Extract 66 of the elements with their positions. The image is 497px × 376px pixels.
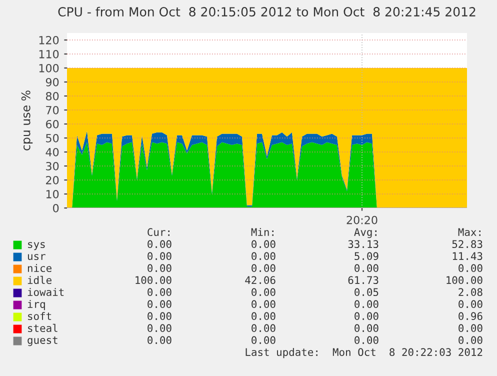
text: 0.00 bbox=[354, 324, 378, 332]
text: 0.00 bbox=[458, 336, 482, 344]
text: 52.83 bbox=[452, 240, 482, 248]
text: 0.00 bbox=[354, 312, 378, 320]
text: Last update: Mon Oct 8 20:22:03 2012 bbox=[246, 348, 482, 358]
text: 2.08 bbox=[458, 288, 482, 296]
legend-label: nice bbox=[28, 264, 52, 272]
text: 0.00 bbox=[148, 336, 172, 344]
text: 0.00 bbox=[148, 264, 172, 272]
text: Min: bbox=[251, 228, 274, 236]
y-axis-title: cpu use % bbox=[21, 90, 33, 150]
text: 0.00 bbox=[252, 252, 276, 260]
legend-label: steal bbox=[28, 324, 58, 332]
text: 0.00 bbox=[354, 300, 378, 308]
text: 0.00 bbox=[458, 264, 482, 272]
text: 11.43 bbox=[452, 252, 482, 260]
y-tick-label: 70 bbox=[46, 106, 59, 114]
chart-title: CPU - from Mon Oct 8 20:15:05 2012 to Mon Oct 8 20:21:45 2012 bbox=[58, 6, 476, 17]
text: 0.00 bbox=[252, 288, 276, 296]
legend-label: guest bbox=[28, 336, 58, 346]
legend-label: iowait bbox=[28, 288, 64, 296]
text: 0.00 bbox=[252, 312, 276, 320]
y-tick-label: 100 bbox=[39, 64, 59, 72]
y-tick-label: 20 bbox=[46, 176, 59, 184]
text: 0.00 bbox=[354, 336, 378, 344]
y-tick-label: 10 bbox=[46, 190, 59, 198]
y-tick-label: 0 bbox=[53, 204, 59, 212]
text: 0.00 bbox=[252, 300, 276, 308]
text: 0.05 bbox=[354, 288, 378, 296]
y-tick-label: 60 bbox=[46, 120, 59, 128]
text: 0.00 bbox=[148, 252, 172, 260]
text: 0.00 bbox=[252, 336, 276, 344]
legend-label: usr bbox=[28, 254, 46, 260]
text: 5.09 bbox=[354, 252, 378, 260]
text: 0.00 bbox=[148, 324, 172, 332]
text: 0.00 bbox=[354, 264, 378, 272]
y-tick-label: 110 bbox=[39, 50, 59, 58]
text: Avg: bbox=[354, 228, 376, 238]
text: 0.00 bbox=[148, 288, 172, 296]
y-tick-label: 120 bbox=[39, 36, 59, 44]
text: 0.00 bbox=[458, 324, 482, 332]
y-tick-label: 90 bbox=[46, 78, 59, 86]
y-tick-label: 40 bbox=[46, 148, 59, 156]
legend-label: idle bbox=[28, 276, 52, 284]
y-tick-label: 80 bbox=[46, 92, 59, 100]
text: 0.00 bbox=[148, 312, 172, 320]
text: 0.00 bbox=[148, 240, 172, 248]
text: 0.00 bbox=[458, 300, 482, 308]
y-tick-label: 50 bbox=[46, 134, 59, 142]
legend-label: irq bbox=[28, 300, 45, 310]
text: 0.00 bbox=[148, 300, 172, 308]
text: Max: bbox=[458, 228, 480, 236]
legend-label: sys bbox=[28, 242, 45, 250]
legend-label: soft bbox=[28, 312, 52, 320]
text: 100.00 bbox=[136, 276, 172, 284]
text: 0.96 bbox=[458, 312, 482, 320]
text: 0.00 bbox=[252, 240, 276, 248]
text: 0.00 bbox=[252, 264, 276, 272]
text: 0.00 bbox=[252, 324, 276, 332]
text: 42.06 bbox=[245, 276, 276, 284]
x-tick-label: 20:20 bbox=[346, 216, 378, 224]
text: 100.00 bbox=[446, 276, 482, 284]
text: 61.73 bbox=[348, 276, 378, 284]
text: 33.13 bbox=[348, 240, 378, 248]
text: Cur: bbox=[148, 228, 170, 236]
y-tick-label: 30 bbox=[46, 162, 59, 170]
